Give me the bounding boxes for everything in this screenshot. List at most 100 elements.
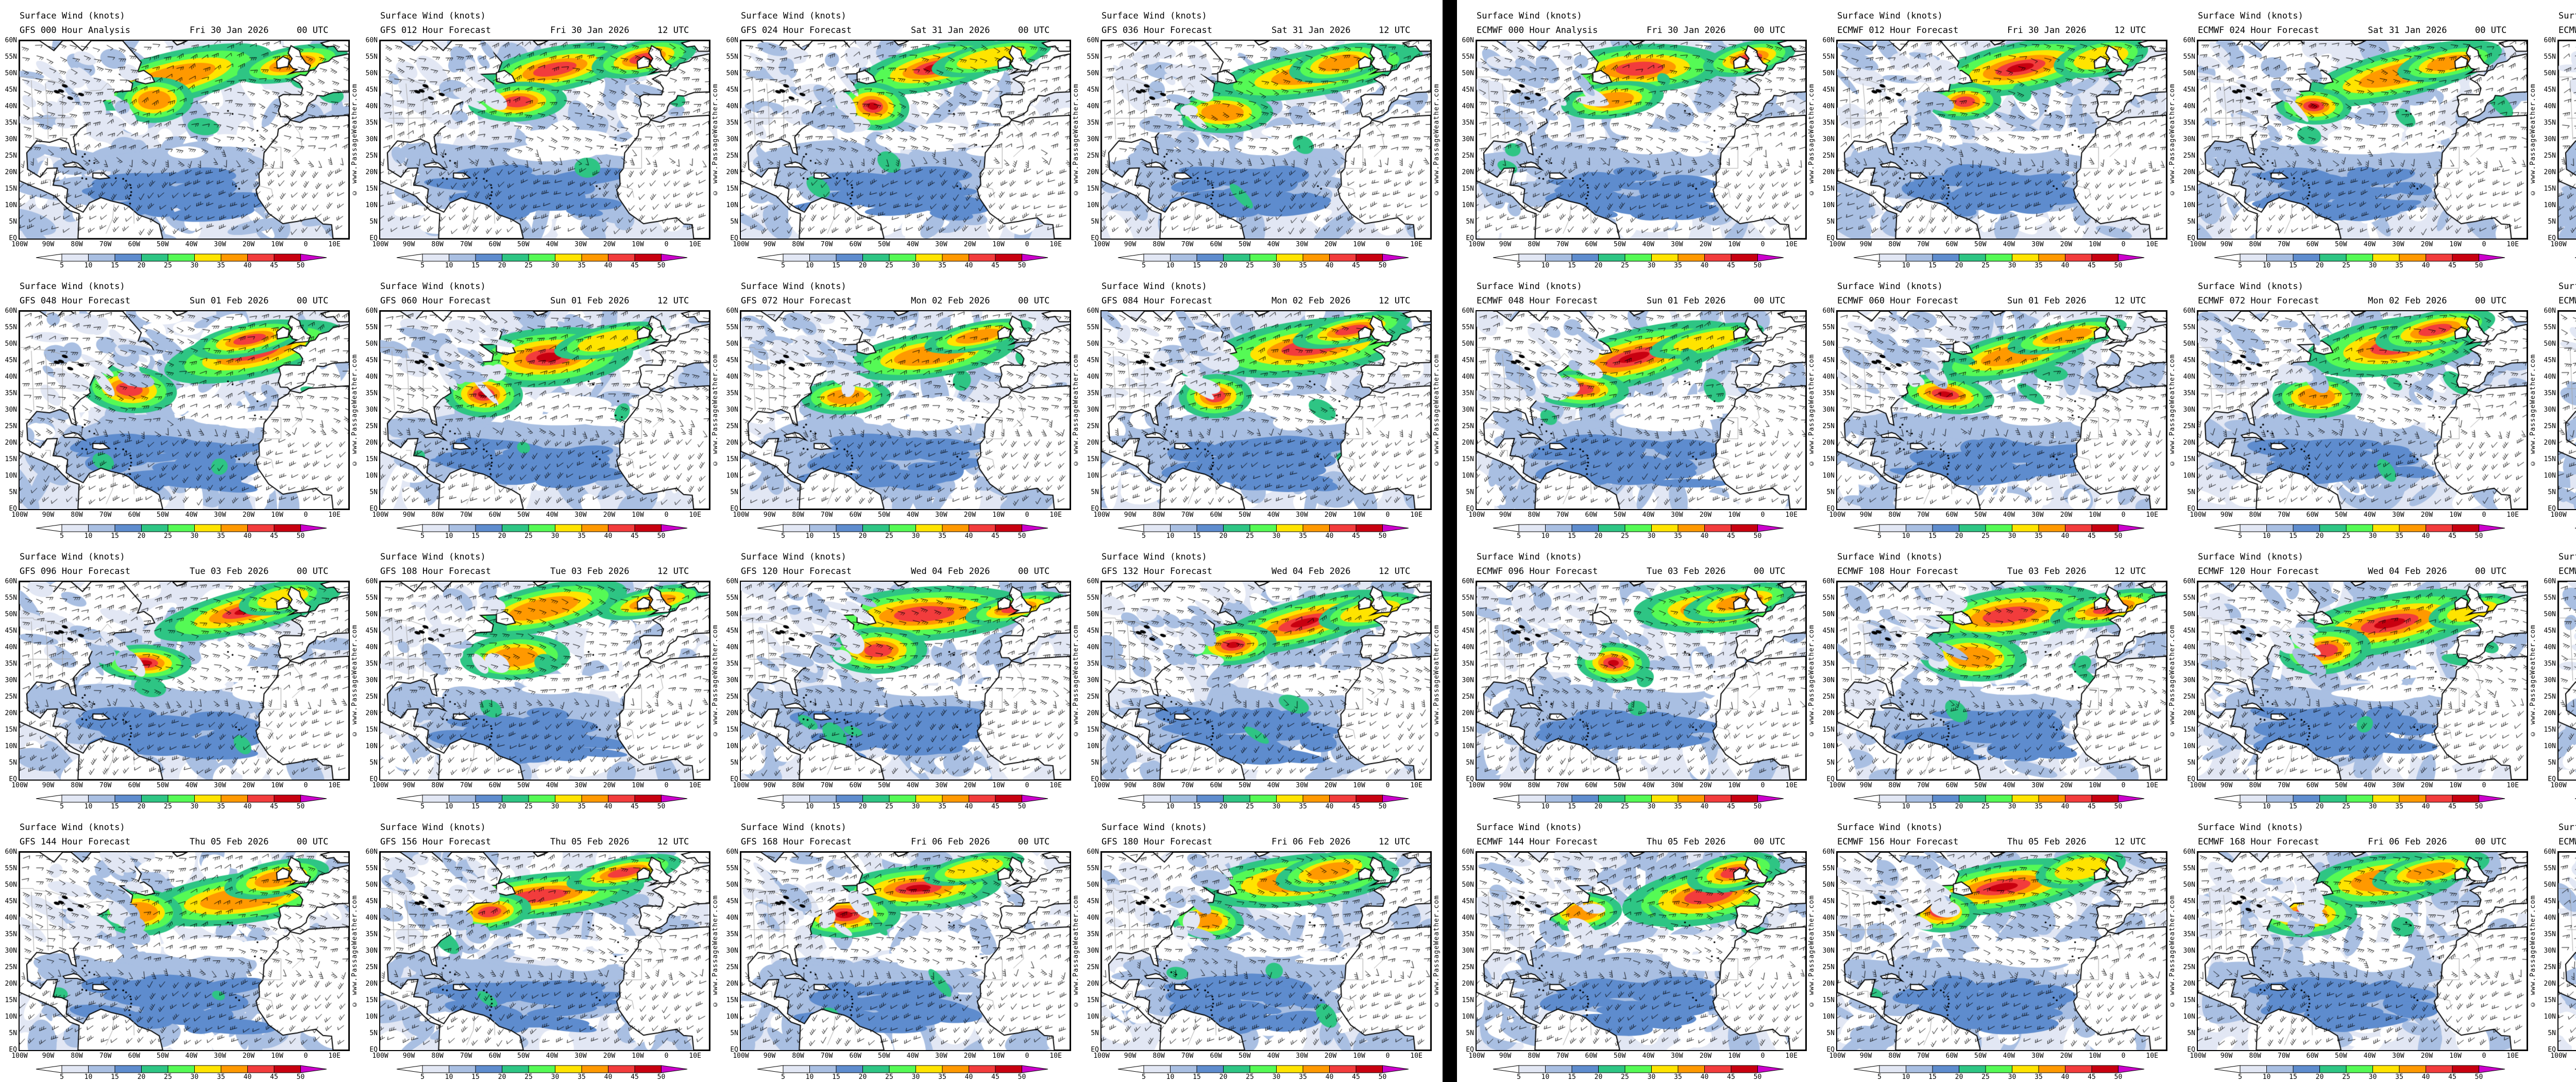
lat-tick-label: 5N xyxy=(1466,218,1474,226)
lon-tick-label: 0 xyxy=(664,511,669,519)
lon-tick-label: 80W xyxy=(792,1052,804,1060)
lon-tick-label: 80W xyxy=(1888,1052,1901,1060)
colorbar-underflow-arrow xyxy=(396,1065,423,1073)
panel-product-title: Surface Wind (knots) xyxy=(380,822,486,833)
lat-tick-label: 5N xyxy=(1826,1029,1835,1037)
colorbar-tick-label: 25 xyxy=(164,1073,172,1081)
colorbar-cell xyxy=(1143,253,1171,262)
panel-product-title: Surface Wind (knots) xyxy=(741,281,846,292)
lat-tick-label: EQ xyxy=(1091,505,1099,513)
lon-tick-label: 30W xyxy=(1671,511,1683,519)
colorbar-tick-label: 50 xyxy=(1378,262,1387,269)
wind-speed-colorbar xyxy=(36,253,327,262)
lat-tick-label: 15N xyxy=(365,726,378,734)
lon-tick-label: 10W xyxy=(632,241,644,248)
colorbar-underflow-arrow xyxy=(36,794,62,803)
lon-tick-label: 10E xyxy=(2506,782,2519,789)
lon-tick-label: 100W xyxy=(372,782,388,789)
colorbar-tick-label: 5 xyxy=(1877,262,1882,269)
lat-tick-label: 55N xyxy=(5,53,17,61)
lon-tick-label: 0 xyxy=(1025,241,1029,248)
colorbar-tick-label: 5 xyxy=(1517,532,1521,540)
lon-tick-label: 10E xyxy=(1049,241,1062,248)
colorbar-tick-label: 45 xyxy=(2448,803,2456,810)
colorbar-svg xyxy=(1117,253,1409,262)
lon-tick-label: 70W xyxy=(1917,1052,1929,1060)
lat-tick-label: 35N xyxy=(1462,119,1474,127)
lon-tick-label: 40W xyxy=(546,241,558,248)
colorbar-tick-label: 10 xyxy=(445,803,453,810)
colorbar-tick-label: 40 xyxy=(964,1073,973,1081)
colorbar-cell xyxy=(836,524,863,532)
colorbar-cell xyxy=(1731,1065,1758,1073)
colorbar-cell xyxy=(422,794,449,803)
lat-tick-label: 10N xyxy=(365,472,378,480)
colorbar-tick-label: 30 xyxy=(1647,262,1656,269)
map-area xyxy=(740,581,1071,781)
lon-tick-label: 20W xyxy=(2060,1052,2073,1060)
lon-tick-label: 70W xyxy=(2277,1052,2290,1060)
lon-tick-label: 60W xyxy=(488,511,501,519)
colorbar-tick-label: 15 xyxy=(471,262,480,269)
lon-tick-label: 90W xyxy=(402,1052,415,1060)
wind-map-canvas xyxy=(741,311,1070,509)
lon-tick-label: 50W xyxy=(1614,511,1626,519)
colorbar-tick-label: 40 xyxy=(243,803,252,810)
lon-tick-label: 90W xyxy=(2220,1052,2233,1060)
lon-tick-label: 10E xyxy=(689,1052,701,1060)
lat-tick-label: 50N xyxy=(726,881,738,889)
colorbar-tick-label: 30 xyxy=(1272,1073,1281,1081)
lat-tick-label: 15N xyxy=(365,996,378,1004)
colorbar-tick-label: 45 xyxy=(991,1073,999,1081)
lat-tick-label: 30N xyxy=(2183,947,2195,955)
colorbar-cell xyxy=(2091,524,2119,532)
lat-tick-label: 45N xyxy=(1462,898,1474,905)
panel-run-label: GFS 084 Hour Forecast xyxy=(1101,296,1212,306)
lat-tick-label: 45N xyxy=(2183,898,2195,905)
wind-map-canvas xyxy=(380,582,709,780)
colorbar-tick-label: 45 xyxy=(1352,262,1360,269)
colorbar-tick-label: 25 xyxy=(885,532,893,540)
lon-tick-label: 100W xyxy=(372,241,388,248)
lon-tick-label: 10W xyxy=(1353,241,1365,248)
lon-tick-label: 40W xyxy=(546,782,558,789)
lon-tick-label: 50W xyxy=(2335,241,2347,248)
colorbar-cell xyxy=(1196,794,1224,803)
colorbar-svg xyxy=(1117,524,1409,532)
lon-tick-label: 70W xyxy=(460,511,472,519)
lon-tick-label: 20W xyxy=(2060,782,2073,789)
lon-tick-label: 0 xyxy=(1385,1052,1390,1060)
panel-product-title: Surface Wind (knots) xyxy=(1837,822,1943,833)
colorbar-tick-label: 35 xyxy=(217,1073,225,1081)
lat-tick-label: 25N xyxy=(1462,152,1474,160)
lon-tick-label: 80W xyxy=(431,511,444,519)
lat-tick-label: EQ xyxy=(1466,775,1474,783)
lon-tick-label: 40W xyxy=(185,782,198,789)
colorbar-tick-label: 30 xyxy=(2008,532,2016,540)
lat-tick-label: 35N xyxy=(726,931,738,938)
lon-tick-label: 90W xyxy=(1859,782,1872,789)
colorbar-tick-label: 10 xyxy=(1541,1073,1550,1081)
lat-tick-label: 15N xyxy=(5,455,17,463)
colorbar-tick-label: 45 xyxy=(2088,1073,2096,1081)
lon-tick-label: 20W xyxy=(1324,241,1337,248)
colorbar-cell xyxy=(1571,794,1599,803)
colorbar-cell xyxy=(2399,253,2426,262)
colorbar-cell xyxy=(1598,794,1625,803)
colorbar-cell xyxy=(809,1065,837,1073)
lat-tick-label: 55N xyxy=(1462,53,1474,61)
colorbar-tick-label: 25 xyxy=(1621,262,1629,269)
lon-tick-label: 30W xyxy=(214,782,226,789)
colorbar-tick-label: 25 xyxy=(164,803,172,810)
colorbar-cell xyxy=(608,1065,635,1073)
wind-speed-colorbar xyxy=(1853,524,2145,532)
watermark: © www.PassageWeather.com xyxy=(1433,83,1440,196)
lat-tick-label: 35N xyxy=(726,390,738,397)
colorbar-tick-label: 40 xyxy=(964,803,973,810)
colorbar-cell xyxy=(88,1065,115,1073)
colorbar-cell xyxy=(194,524,222,532)
colorbar-tick-label: 30 xyxy=(2368,532,2377,540)
panel-valid-date: Wed 04 Feb 2026 xyxy=(911,566,990,577)
colorbar-cell xyxy=(1355,524,1383,532)
colorbar-tick-label: 15 xyxy=(471,803,480,810)
